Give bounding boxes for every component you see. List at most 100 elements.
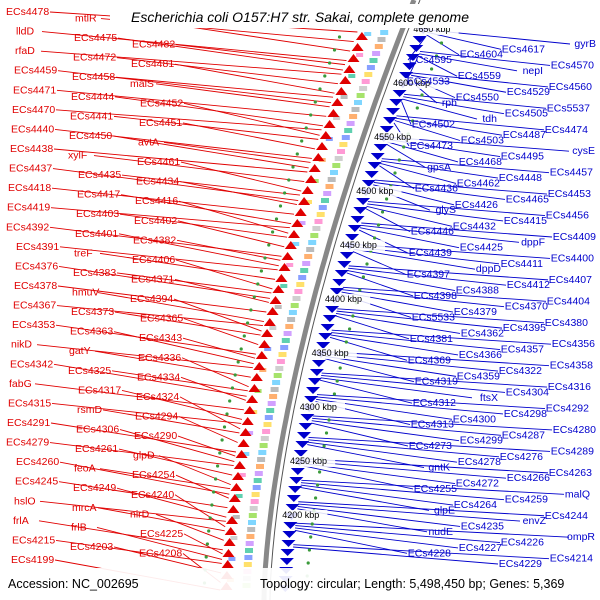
- leader-line-right: [379, 165, 415, 190]
- reverse-gene-arrow: [379, 126, 394, 133]
- reverse-gene-arrow: [364, 171, 379, 178]
- leader-line-right: [352, 251, 407, 275]
- reverse-gene-arrow: [322, 315, 337, 322]
- tick-dot: [415, 106, 419, 110]
- reverse-gene-arrow: [300, 414, 315, 421]
- reverse-gene-arrow: [332, 279, 347, 286]
- feature-band: [245, 548, 253, 553]
- gene-label-left: frlA: [13, 515, 29, 527]
- leader-line-left: [56, 305, 263, 327]
- feature-band: [298, 275, 307, 280]
- kbp-label: 4350 kbp: [312, 348, 349, 358]
- gene-label-right: ECs4439: [409, 247, 452, 259]
- kbp-label: 4250 kbp: [290, 456, 327, 466]
- forward-gene-arrow: [222, 549, 235, 557]
- gene-label-right: ECs4264: [454, 499, 497, 511]
- tick-dot: [314, 496, 318, 500]
- forward-gene-arrow: [226, 516, 238, 524]
- gene-label-left: ECs4225: [140, 528, 183, 540]
- gene-label-left: ECs4472: [73, 52, 116, 64]
- leader-line-right: [404, 93, 547, 109]
- leader-line-left: [115, 76, 334, 98]
- leader-line-right: [354, 243, 551, 259]
- tick-dot: [233, 373, 237, 377]
- reverse-gene-arrow: [383, 117, 397, 124]
- gene-label-right: ECs4292: [546, 403, 589, 415]
- gene-label-left: ECs4458: [72, 71, 115, 83]
- feature-band: [334, 156, 343, 161]
- gene-label-left: ECs4438: [10, 143, 53, 155]
- leader-line-left: [175, 44, 346, 66]
- feature-band: [243, 562, 252, 567]
- gene-label-right: ECs4300: [453, 413, 496, 425]
- leader-line-right: [367, 203, 504, 222]
- gene-label-left: ECs4475: [74, 32, 117, 44]
- gene-label-left: ECs4215: [12, 534, 55, 546]
- reverse-gene-arrow: [280, 549, 295, 556]
- feature-band: [280, 284, 288, 288]
- feature-band: [366, 65, 375, 70]
- tick-dot: [393, 171, 397, 175]
- tick-dot: [373, 236, 377, 240]
- gene-label-right: ECs4409: [553, 231, 596, 243]
- gene-label-left: ECs4294: [135, 410, 178, 422]
- reverse-gene-arrow: [345, 234, 360, 241]
- kbp-label: 4450 kbp: [340, 240, 377, 250]
- gene-label-right: ECs4468: [459, 156, 502, 168]
- leader-line-left: [50, 207, 290, 229]
- feature-band: [248, 520, 256, 525]
- leader-line-right: [347, 270, 456, 292]
- tick-dot: [420, 93, 424, 97]
- gene-label-right: glpE: [434, 504, 455, 516]
- leader-line-left: [121, 389, 243, 420]
- gene-label-left: ECs4373: [71, 306, 114, 318]
- tick-dot: [304, 126, 308, 130]
- gene-label-left: gatY: [69, 345, 91, 357]
- feature-band: [269, 394, 278, 399]
- feature-band: [306, 247, 315, 252]
- tick-dot: [210, 503, 214, 507]
- tick-dot: [204, 555, 208, 559]
- forward-gene-arrow: [246, 395, 259, 403]
- forward-gene-arrow: [291, 219, 304, 227]
- kbp-label-background: [280, 510, 328, 521]
- forward-gene-arrow: [228, 494, 241, 502]
- feature-band: [246, 534, 255, 539]
- leader-line-left: [155, 83, 330, 108]
- leader-line-left: [36, 344, 253, 369]
- tick-dot: [220, 438, 224, 442]
- title-background: [110, 4, 490, 28]
- leader-line-left: [41, 31, 347, 62]
- feature-band: [354, 100, 362, 105]
- gene-label-right: gpsA: [427, 161, 451, 173]
- kbp-label-background: [337, 240, 386, 251]
- gene-label-right: dppF: [521, 236, 545, 248]
- genome-backbone: [261, 0, 421, 600]
- feature-band: [348, 74, 356, 78]
- gene-label-left: ECs4444: [71, 91, 114, 103]
- leader-line-right: [330, 334, 459, 356]
- tick-dot: [271, 230, 275, 234]
- gene-label-left: ECs4353: [12, 319, 55, 331]
- kbp-label: 4600 kbp: [393, 78, 430, 88]
- gene-label-right: ECs4316: [548, 381, 591, 393]
- leader-line-right: [373, 182, 506, 200]
- forward-gene-arrow: [355, 32, 368, 40]
- reverse-gene-arrow: [288, 486, 303, 493]
- leader-line-right: [301, 479, 565, 495]
- tick-dot: [328, 61, 332, 65]
- tick-dot: [309, 535, 313, 539]
- gene-label-left: ECs4482: [132, 39, 175, 51]
- gene-label-left: ECs4391: [16, 241, 59, 253]
- feature-band: [327, 177, 336, 182]
- reverse-gene-arrow: [347, 225, 362, 232]
- feature-band: [340, 95, 348, 99]
- gene-label-left: ECs4471: [13, 84, 56, 96]
- leader-line-left: [183, 533, 223, 555]
- tick-dot: [256, 282, 260, 286]
- feature-band: [259, 443, 268, 448]
- feature-band: [262, 429, 271, 434]
- feature-band: [323, 191, 332, 196]
- kbp-label-background: [391, 78, 439, 89]
- gene-label-right: ECs4235: [461, 520, 504, 532]
